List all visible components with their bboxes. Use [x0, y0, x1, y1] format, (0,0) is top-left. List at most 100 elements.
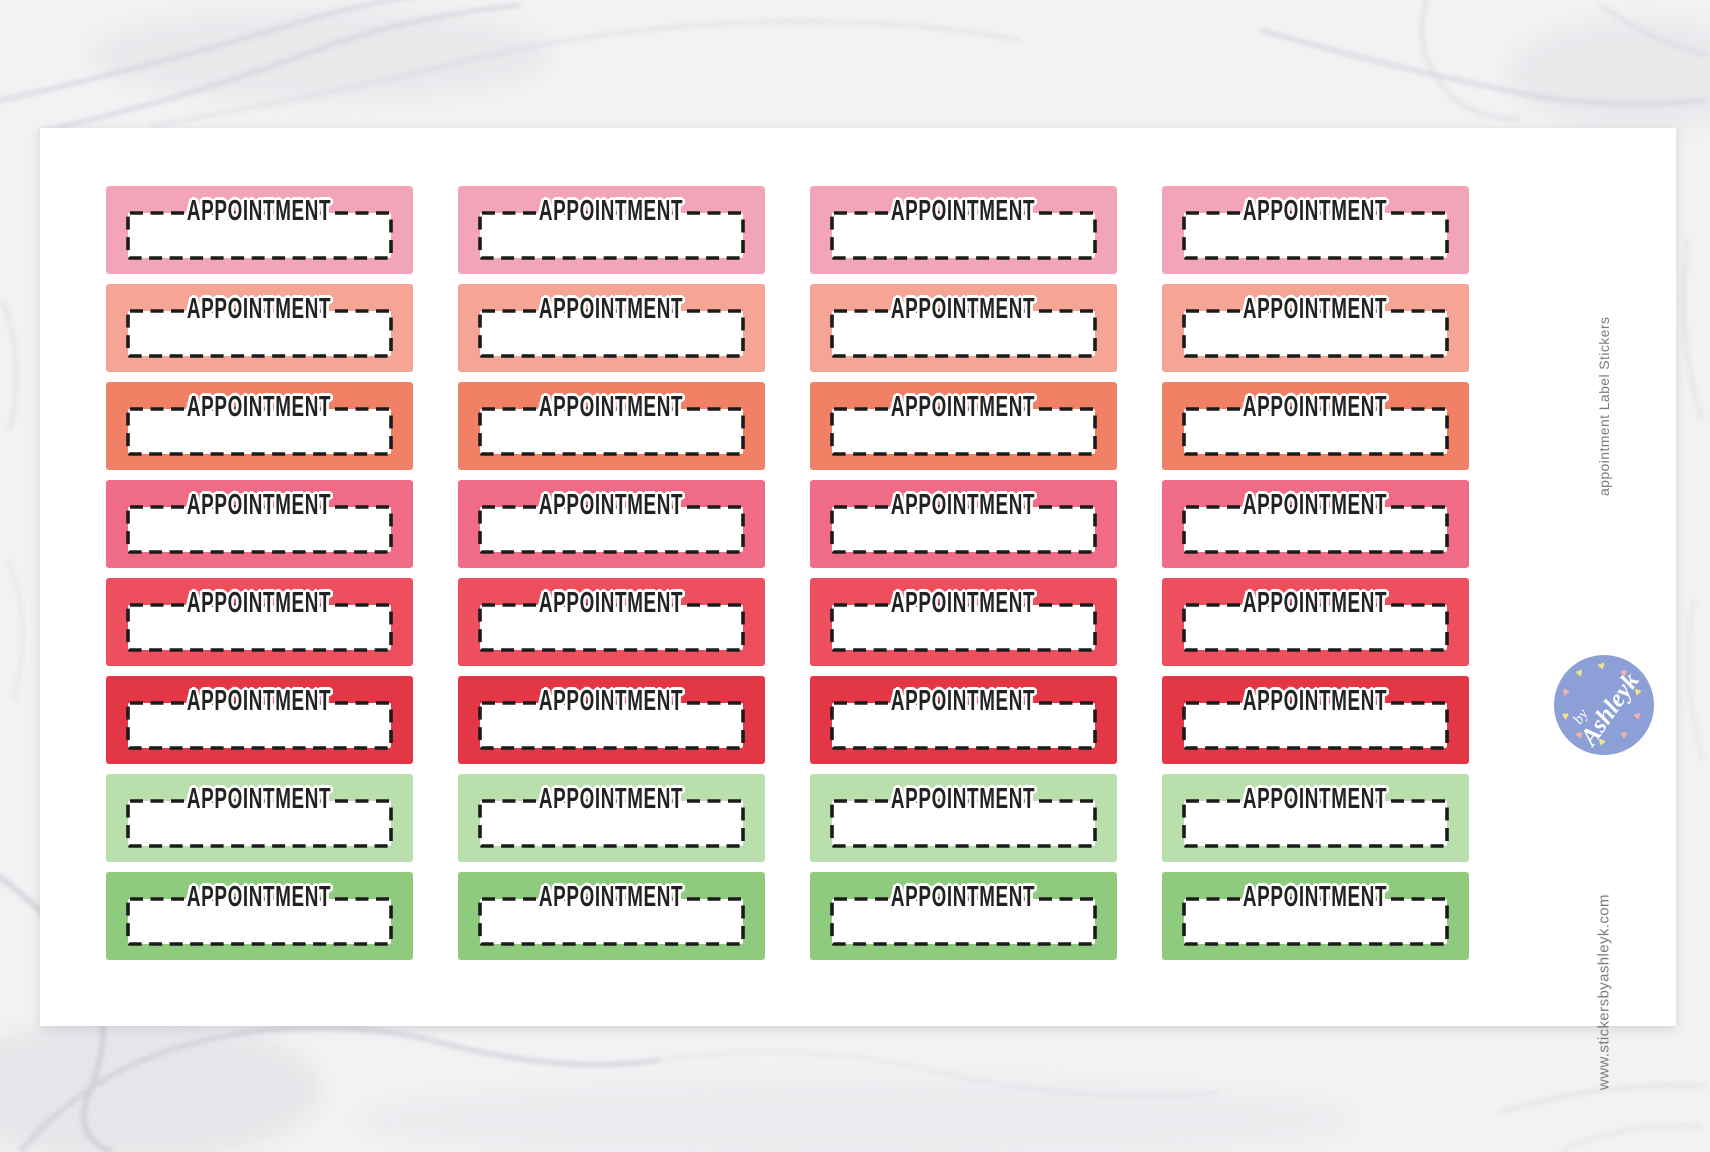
appointment-label-sticker-red: APPOINTMENT: [1162, 578, 1469, 666]
appointment-label-sticker-coral: APPOINTMENT: [810, 382, 1117, 470]
appointment-label-sticker-coral: APPOINTMENT: [106, 382, 413, 470]
sticker-label-text: APPOINTMENT: [1243, 292, 1388, 325]
writing-box: [1182, 799, 1449, 848]
heart-icon: ♥: [1561, 708, 1569, 723]
writing-box: [1182, 603, 1449, 652]
heart-icon: ♥: [1620, 666, 1628, 681]
appointment-label-sticker-rose: APPOINTMENT: [1162, 480, 1469, 568]
writing-box: [1182, 309, 1449, 358]
appointment-label-sticker-salmon: APPOINTMENT: [810, 284, 1117, 372]
writing-box: [126, 211, 393, 260]
sticker-label-text: APPOINTMENT: [1243, 488, 1388, 521]
writing-box: [478, 701, 745, 750]
appointment-label-sticker-salmon: APPOINTMENT: [1162, 284, 1469, 372]
appointment-label-sticker-green: APPOINTMENT: [458, 872, 765, 960]
writing-box: [478, 603, 745, 652]
product-title-vertical: appointment Label Stickers: [1596, 316, 1612, 496]
writing-box: [830, 211, 1097, 260]
sticker-label-text: APPOINTMENT: [539, 782, 684, 815]
writing-box: [126, 701, 393, 750]
appointment-label-sticker-salmon: APPOINTMENT: [106, 284, 413, 372]
writing-box: [478, 505, 745, 554]
sticker-label-text: APPOINTMENT: [1243, 684, 1388, 717]
appointment-label-sticker-green: APPOINTMENT: [1162, 872, 1469, 960]
sticker-label-text: APPOINTMENT: [187, 586, 332, 619]
sticker-sheet: APPOINTMENT APPOINTMENT APPOINTMENT APPO…: [40, 128, 1676, 1090]
writing-box: [1182, 897, 1449, 946]
sticker-label-text: APPOINTMENT: [891, 390, 1036, 423]
sticker-label-text: APPOINTMENT: [1243, 586, 1388, 619]
writing-box: [830, 309, 1097, 358]
sticker-label-text: APPOINTMENT: [187, 684, 332, 717]
appointment-label-sticker-green: APPOINTMENT: [106, 872, 413, 960]
sticker-label-text: APPOINTMENT: [1243, 194, 1388, 227]
appointment-label-sticker-pink: APPOINTMENT: [106, 186, 413, 274]
writing-box: [126, 309, 393, 358]
appointment-label-sticker-pink: APPOINTMENT: [1162, 186, 1469, 274]
writing-box: [830, 701, 1097, 750]
writing-box: [1182, 701, 1449, 750]
sticker-grid: APPOINTMENT APPOINTMENT APPOINTMENT APPO…: [106, 186, 1469, 960]
appointment-label-sticker-dark-red: APPOINTMENT: [810, 676, 1117, 764]
appointment-label-sticker-coral: APPOINTMENT: [1162, 382, 1469, 470]
appointment-label-sticker-coral: APPOINTMENT: [458, 382, 765, 470]
appointment-label-sticker-dark-red: APPOINTMENT: [106, 676, 413, 764]
appointment-label-sticker-dark-red: APPOINTMENT: [1162, 676, 1469, 764]
writing-box: [830, 897, 1097, 946]
sticker-label-text: APPOINTMENT: [891, 292, 1036, 325]
sticker-label-text: APPOINTMENT: [1243, 390, 1388, 423]
appointment-label-sticker-pink: APPOINTMENT: [458, 186, 765, 274]
writing-box: [1182, 407, 1449, 456]
sticker-label-text: APPOINTMENT: [187, 194, 332, 227]
sticker-label-text: APPOINTMENT: [539, 488, 684, 521]
writing-box: [830, 407, 1097, 456]
sticker-label-text: APPOINTMENT: [187, 782, 332, 815]
sticker-label-text: APPOINTMENT: [891, 194, 1036, 227]
appointment-label-sticker-green: APPOINTMENT: [810, 872, 1117, 960]
sticker-label-text: APPOINTMENT: [539, 194, 684, 227]
writing-box: [478, 309, 745, 358]
writing-box: [478, 799, 745, 848]
writing-box: [830, 799, 1097, 848]
appointment-label-sticker-red: APPOINTMENT: [458, 578, 765, 666]
writing-box: [478, 211, 745, 260]
writing-box: [1182, 211, 1449, 260]
writing-box: [478, 897, 745, 946]
writing-box: [126, 897, 393, 946]
appointment-label-sticker-light-green: APPOINTMENT: [1162, 774, 1469, 862]
sticker-label-text: APPOINTMENT: [539, 292, 684, 325]
sticker-label-text: APPOINTMENT: [1243, 782, 1388, 815]
appointment-label-sticker-red: APPOINTMENT: [106, 578, 413, 666]
appointment-label-sticker-rose: APPOINTMENT: [106, 480, 413, 568]
sticker-label-text: APPOINTMENT: [891, 782, 1036, 815]
logo-name-text: Ashleyk: [1575, 667, 1645, 751]
sticker-label-text: APPOINTMENT: [187, 880, 332, 913]
brand-logo: ♥ ♥ ♥ ♥ ♥ ♥ ♥ ♥ ♥ ♥ by Ashleyk: [1554, 655, 1654, 755]
sticker-label-text: APPOINTMENT: [539, 586, 684, 619]
appointment-label-sticker-light-green: APPOINTMENT: [810, 774, 1117, 862]
appointment-label-sticker-dark-red: APPOINTMENT: [458, 676, 765, 764]
writing-box: [126, 603, 393, 652]
sticker-label-text: APPOINTMENT: [539, 684, 684, 717]
sticker-label-text: APPOINTMENT: [891, 586, 1036, 619]
appointment-label-sticker-salmon: APPOINTMENT: [458, 284, 765, 372]
writing-box: [126, 407, 393, 456]
appointment-label-sticker-rose: APPOINTMENT: [810, 480, 1117, 568]
appointment-label-sticker-red: APPOINTMENT: [810, 578, 1117, 666]
writing-box: [126, 505, 393, 554]
sticker-label-text: APPOINTMENT: [539, 880, 684, 913]
logo-script-text: by Ashleyk: [1534, 635, 1673, 774]
appointment-label-sticker-rose: APPOINTMENT: [458, 480, 765, 568]
writing-box: [1182, 505, 1449, 554]
appointment-label-sticker-pink: APPOINTMENT: [810, 186, 1117, 274]
website-url-vertical: www.stickersbyashleyk.com: [1595, 894, 1613, 1090]
heart-icon: ♥: [1620, 727, 1628, 742]
writing-box: [830, 603, 1097, 652]
appointment-label-sticker-light-green: APPOINTMENT: [458, 774, 765, 862]
sticker-label-text: APPOINTMENT: [187, 488, 332, 521]
sticker-label-text: APPOINTMENT: [539, 390, 684, 423]
writing-box: [830, 505, 1097, 554]
sticker-label-text: APPOINTMENT: [187, 390, 332, 423]
sticker-label-text: APPOINTMENT: [891, 684, 1036, 717]
appointment-label-sticker-light-green: APPOINTMENT: [106, 774, 413, 862]
